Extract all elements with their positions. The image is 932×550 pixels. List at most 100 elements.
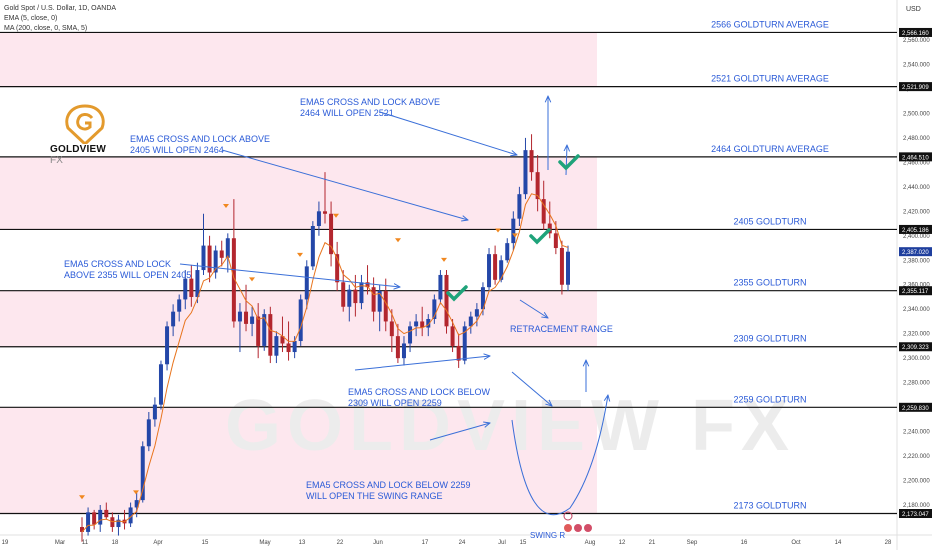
candle-body (353, 289, 358, 304)
goldturn-level-label: 2355 GOLDTURN (733, 278, 806, 288)
x-tick-label: 15 (202, 540, 209, 546)
ma-indicator-label[interactable]: MA (200, close, 0, SMA, 5) (4, 25, 88, 32)
price-box (899, 402, 932, 412)
x-tick-label: 12 (619, 540, 626, 546)
candle-body (450, 326, 455, 346)
x-tick-label: 24 (459, 540, 466, 546)
x-tick-label: 18 (112, 540, 119, 546)
annotation-text: WILL OPEN THE SWING RANGE (306, 491, 443, 501)
ema-indicator-label[interactable]: EMA (5, close, 0) (4, 15, 58, 22)
price-box-label: 2,566.160 (902, 31, 929, 37)
price-box (899, 82, 932, 92)
candle-body (189, 278, 194, 297)
candle-body (104, 509, 109, 518)
candle-body (529, 150, 534, 173)
candle-body (395, 336, 400, 359)
candle-body (237, 311, 242, 322)
projection-arrow (429, 423, 490, 441)
candle-body (468, 316, 473, 327)
candle-body (177, 299, 182, 312)
candle-body (414, 321, 419, 327)
candle-body (487, 254, 492, 288)
candle-body (195, 270, 200, 297)
y-tick-label: 2,460.000 (903, 160, 930, 166)
goldturn-level-label: 2309 GOLDTURN (733, 334, 806, 344)
candle-body (183, 278, 188, 300)
candle-body (335, 254, 340, 283)
fractal-marker (133, 490, 139, 495)
candle-body (152, 404, 157, 420)
price-box (899, 509, 932, 519)
candle-body (347, 289, 352, 307)
candle-body (426, 319, 431, 328)
candle-body (535, 172, 540, 200)
candle-body (444, 274, 449, 327)
zone-band (0, 156, 597, 230)
y-tick-label: 2,400.000 (903, 234, 930, 240)
price-box (899, 224, 932, 234)
fractal-marker (249, 277, 255, 282)
candle-body (262, 314, 267, 346)
goldturn-level-label: 2173 GOLDTURN (733, 501, 806, 511)
price-box (899, 342, 932, 352)
goldturn-level-label: 2405 GOLDTURN (733, 216, 806, 226)
price-box-label: 2,405.186 (902, 228, 929, 234)
candle-body (140, 446, 145, 501)
fractal-marker (495, 228, 501, 233)
annotation-text: SWING R (530, 531, 565, 540)
candle-body (377, 290, 382, 312)
fractal-marker (333, 213, 339, 218)
x-tick-label: 11 (82, 540, 89, 546)
event-flag-icon[interactable] (574, 524, 582, 532)
candle-body (128, 507, 133, 524)
fractal-marker (512, 233, 518, 238)
goldturn-level-label: 2566 GOLDTURN AVERAGE (711, 19, 829, 29)
candle-body (207, 245, 212, 273)
candle-body (329, 213, 334, 255)
annotation-text: EMA5 CROSS AND LOCK ABOVE (300, 97, 440, 107)
annotation-text: ABOVE 2355 WILL OPEN 2405 (64, 270, 191, 280)
candle-body (171, 311, 176, 327)
fractal-marker (297, 252, 303, 257)
y-tick-label: 2,480.000 (903, 136, 930, 142)
x-tick-label: 13 (299, 540, 306, 546)
x-tick-label: 16 (741, 540, 748, 546)
candle-body (219, 250, 224, 258)
candle-body (517, 194, 522, 219)
current-price-box (899, 247, 932, 257)
x-tick-label: Jul (498, 540, 506, 546)
candle-body (268, 314, 273, 356)
check-icon (529, 228, 551, 245)
goldturn-level-label: 2521 GOLDTURN AVERAGE (711, 74, 829, 84)
candle-body (365, 282, 370, 288)
check-icon (446, 285, 468, 302)
event-flag-icon[interactable] (584, 524, 592, 532)
y-tick-label: 2,340.000 (903, 307, 930, 313)
y-tick-label: 2,300.000 (903, 356, 930, 362)
candle-body (292, 341, 297, 353)
event-flag-icon[interactable] (564, 524, 572, 532)
fractal-marker (79, 495, 85, 500)
y-tick-label: 2,280.000 (903, 381, 930, 387)
candle-body (92, 512, 97, 525)
candle-body (146, 419, 151, 447)
candle-body (432, 299, 437, 319)
y-tick-label: 2,200.000 (903, 479, 930, 485)
y-tick-label: 2,500.000 (903, 111, 930, 117)
candle-body (474, 309, 479, 317)
check-icon (558, 154, 580, 171)
candle-body (316, 211, 321, 226)
candle-body (298, 299, 303, 342)
ema5-line (81, 193, 569, 533)
candle-body (250, 316, 255, 324)
price-box-label: 2,259.830 (902, 406, 929, 412)
candle-body (401, 343, 406, 359)
candle-body (541, 199, 546, 224)
logo-word: GOLDVIEW (50, 144, 107, 155)
price-box-label: 2,521.909 (902, 85, 929, 91)
candle-body (323, 211, 327, 214)
lightning-icon[interactable] (563, 511, 573, 521)
candle-body (566, 251, 570, 285)
chart-legend: Gold Spot / U.S. Dollar, 1D, OANDA EMA (… (4, 4, 116, 34)
